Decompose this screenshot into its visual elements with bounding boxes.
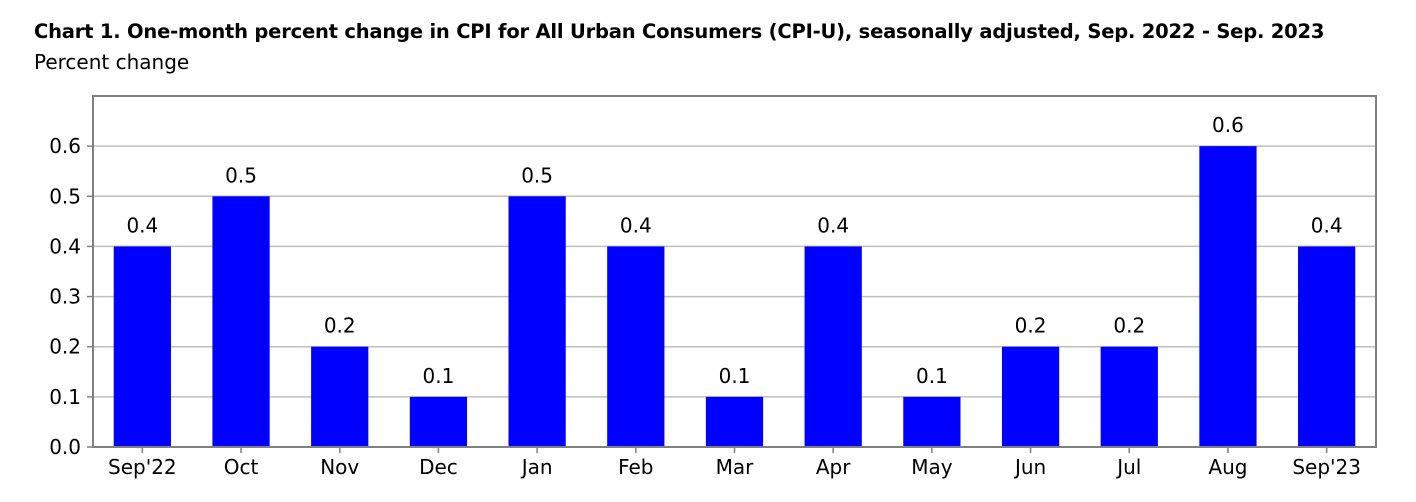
y-tick-label: 0.1 [49,385,81,409]
bar [705,396,764,447]
bars [113,146,1356,447]
x-tick-label: Jun [1013,455,1046,479]
gridlines [93,145,1376,398]
y-axis-label: Percent change [34,50,190,74]
x-tick-label: Sep'22 [108,455,177,479]
x-tick-label: Jul [1115,455,1141,479]
y-tick-labels: 0.0 0.1 0.2 0.3 0.4 0.5 0.6 [49,134,93,459]
x-tick-label: Nov [320,455,359,479]
bar [1199,146,1257,447]
bar [508,196,566,447]
data-label: 0.5 [521,163,553,187]
bar [409,396,468,447]
data-label: 0.6 [1212,113,1244,137]
data-label: 0.4 [1311,213,1343,237]
x-tick-label: Mar [716,455,755,479]
x-tick-label: Dec [419,455,458,479]
bar [903,396,961,447]
bar [804,246,862,447]
chart-title: Chart 1. One-month percent change in CPI… [34,20,1325,43]
data-label: 0.1 [916,364,948,388]
x-tick-label: Sep'23 [1292,455,1361,479]
bar [1001,346,1060,447]
x-tick-label: Jan [520,455,553,479]
data-label: 0.4 [817,213,849,237]
x-tick-label: Apr [816,455,851,479]
y-tick-label: 0.5 [49,184,81,208]
x-tick-label: Oct [224,455,259,479]
data-label: 0.2 [324,314,356,338]
bar [311,346,369,447]
x-tick-label: Aug [1208,455,1247,479]
x-tick-label: Feb [618,455,653,479]
data-label: 0.1 [423,364,455,388]
bar [212,196,270,447]
bar [113,246,171,447]
y-tick-label: 0.0 [49,435,81,459]
x-tick-labels: Sep'22 Oct Nov Dec Jan Feb Mar Apr May Jun Jul Aug S… [108,447,1361,479]
data-label: 0.4 [126,213,158,237]
data-label: 0.4 [620,213,652,237]
bar [607,246,665,447]
data-labels: 0.4 0.5 0.2 0.1 0.5 0.4 0.1 0.4 0.1 0.2 0.2 0.6 0.4 [126,113,1342,388]
y-tick-label: 0.6 [49,134,81,158]
data-label: 0.2 [1113,314,1145,338]
y-tick-label: 0.4 [49,234,81,258]
x-tick-label: May [911,455,953,479]
bar [1100,346,1158,447]
data-label: 0.2 [1015,314,1047,338]
y-tick-label: 0.2 [49,335,81,359]
y-tick-label: 0.3 [49,285,81,309]
data-label: 0.5 [225,163,257,187]
data-label: 0.1 [719,364,751,388]
bar [1298,246,1356,447]
plot-frame [92,95,1377,448]
